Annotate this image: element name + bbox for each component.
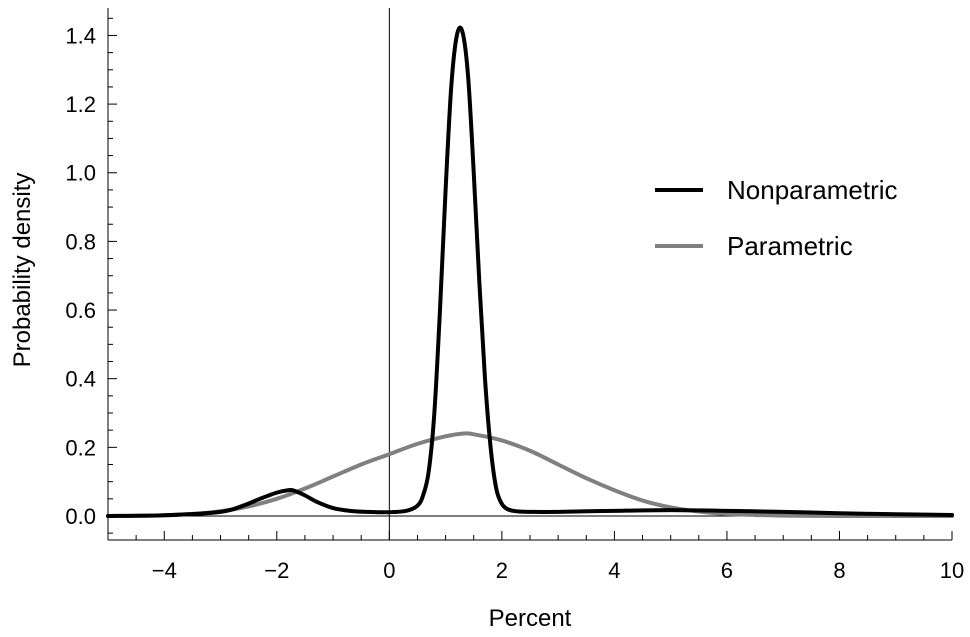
y-tick-label: 1.4 bbox=[65, 23, 96, 48]
legend-label-nonparametric: Nonparametric bbox=[727, 175, 898, 205]
legend: Nonparametric Parametric bbox=[655, 175, 898, 261]
y-tick-label: 0.8 bbox=[65, 229, 96, 254]
series-line-nonparametric bbox=[106, 25, 954, 518]
x-tick-label: 10 bbox=[940, 558, 964, 583]
y-tick-label: 1.2 bbox=[65, 92, 96, 117]
legend-label-parametric: Parametric bbox=[727, 231, 853, 261]
series-line-parametric bbox=[106, 431, 954, 518]
y-tick-label: 0.2 bbox=[65, 435, 96, 460]
y-tick-label: 0.4 bbox=[65, 367, 96, 392]
x-tick-label: 6 bbox=[721, 558, 733, 583]
x-tick-label: −2 bbox=[264, 558, 289, 583]
x-tick-label: 0 bbox=[383, 558, 395, 583]
x-tick-label: 8 bbox=[833, 558, 845, 583]
ticks: −4 −2 0 2 4 6 8 10 0.0 0.2 0.4 0.6 0.8 1.0 1.2 1.4 bbox=[65, 17, 964, 583]
y-tick-label: 0.6 bbox=[65, 298, 96, 323]
x-tick-label: 2 bbox=[496, 558, 508, 583]
y-tick-label: 1.0 bbox=[65, 161, 96, 186]
y-tick-label: 0.0 bbox=[65, 504, 96, 529]
series-lines bbox=[106, 25, 954, 518]
axes bbox=[107, 8, 952, 541]
x-tick-label: 4 bbox=[608, 558, 620, 583]
y-axis-title: Probability density bbox=[9, 173, 36, 368]
x-axis-title: Percent bbox=[489, 605, 572, 632]
x-tick-label: −4 bbox=[152, 558, 177, 583]
